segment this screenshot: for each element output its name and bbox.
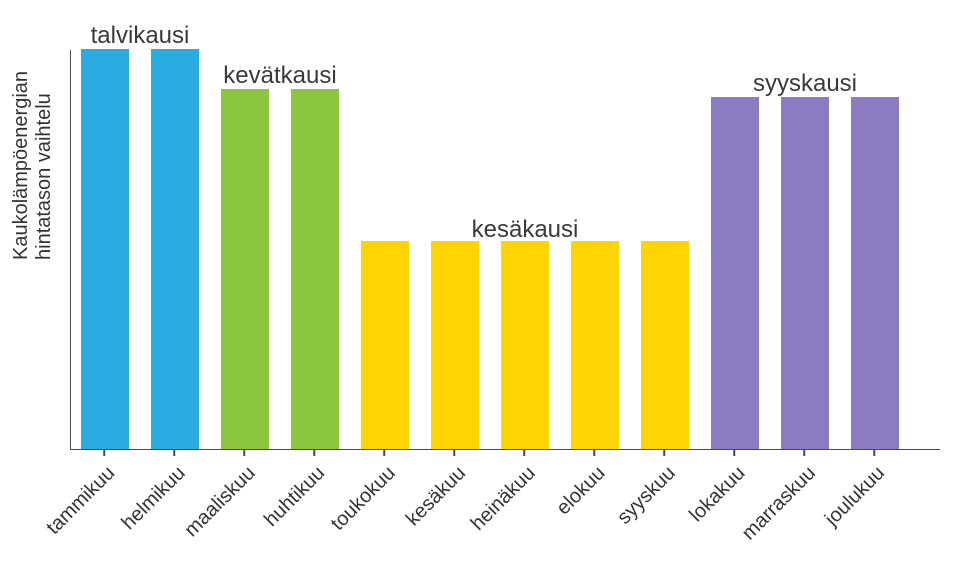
group-label: syyskausi	[753, 70, 857, 98]
x-tick: joulukuu	[850, 450, 898, 570]
x-tick: heinäkuu	[500, 450, 548, 570]
x-tick: maaliskuu	[220, 450, 268, 570]
x-tick: marraskuu	[780, 450, 828, 570]
x-tick: tammikuu	[80, 450, 128, 570]
x-tick-label: helmikuu	[117, 462, 190, 535]
x-tick: helmikuu	[150, 450, 198, 570]
price-seasons-bar-chart: Kaukolämpöenergian hintatason vaihtelu t…	[0, 0, 955, 579]
bar-joulukuu	[851, 97, 899, 449]
bar-heinäkuu	[501, 241, 549, 449]
group-label: kevätkausi	[223, 62, 336, 90]
x-tick-label: kesäkuu	[401, 462, 470, 531]
plot-area: talvikausikevätkausikesäkausisyyskausi	[70, 50, 940, 450]
x-tick-label: syyskuu	[613, 462, 680, 529]
x-tick-label: tammikuu	[43, 462, 121, 540]
bar-marraskuu	[781, 97, 829, 449]
x-tick-label: elokuu	[552, 462, 610, 520]
bar-toukokuu	[361, 241, 409, 449]
bar-huhtikuu	[291, 89, 339, 449]
group-label: kesäkausi	[472, 216, 579, 244]
bar-lokakuu	[711, 97, 759, 449]
bars-container	[71, 50, 940, 449]
bar-maaliskuu	[221, 89, 269, 449]
x-tick: huhtikuu	[290, 450, 338, 570]
bar-helmikuu	[151, 49, 199, 449]
x-tick-label: lokakuu	[685, 462, 750, 527]
bar-syyskuu	[641, 241, 689, 449]
x-tick: elokuu	[570, 450, 618, 570]
y-axis-label: Kaukolämpöenergian hintatason vaihtelu	[10, 71, 56, 260]
x-tick: toukokuu	[360, 450, 408, 570]
x-tick-label: joulukuu	[821, 462, 890, 531]
bar-elokuu	[571, 241, 619, 449]
bar-tammikuu	[81, 49, 129, 449]
x-tick: kesäkuu	[430, 450, 478, 570]
x-tick: syyskuu	[640, 450, 688, 570]
x-tick: lokakuu	[710, 450, 758, 570]
x-tick-label: huhtikuu	[261, 462, 331, 532]
bar-kesäkuu	[431, 241, 479, 449]
x-ticks: tammikuuhelmikuumaaliskuuhuhtikuutoukoku…	[70, 450, 940, 570]
group-label: talvikausi	[91, 22, 190, 50]
